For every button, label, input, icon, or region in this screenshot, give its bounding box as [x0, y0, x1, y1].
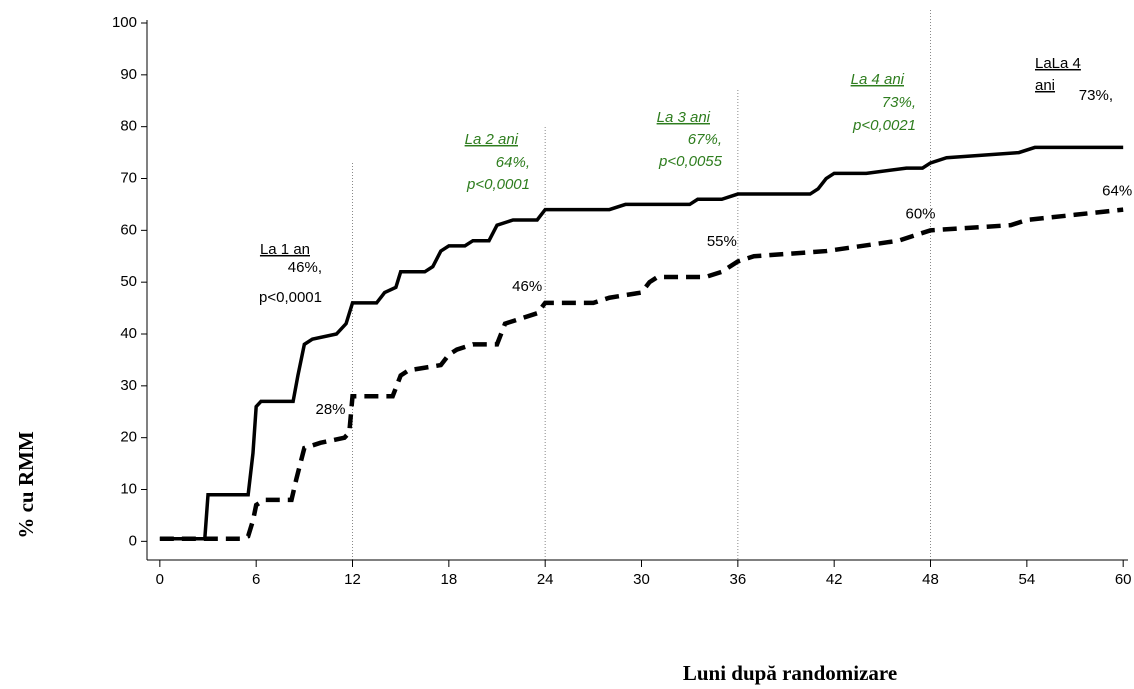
y-tick-label: 30	[120, 377, 137, 394]
annotation: 67%,	[688, 131, 722, 148]
annotation: p<0,0001	[466, 176, 530, 193]
annotation: 64%,	[496, 154, 530, 171]
x-tick-label: 48	[922, 571, 939, 588]
x-tick-label: 30	[633, 571, 650, 588]
x-tick-label: 60	[1115, 571, 1132, 588]
point-label: 64%	[1102, 183, 1132, 200]
annotation: LaLa 4	[1035, 55, 1081, 72]
annotation: ani	[1035, 77, 1055, 94]
survival-line	[159, 145, 1124, 541]
y-tick-label: 100	[112, 14, 137, 31]
x-tick-label: 6	[252, 571, 260, 588]
survival-line	[159, 207, 1124, 541]
annotation: 46%,	[288, 259, 322, 276]
x-tick-label: 24	[537, 571, 554, 588]
x-axis-title: Luni după randomizare	[683, 661, 897, 685]
annotation: p<0,0021	[852, 117, 916, 134]
y-tick-label: 10	[120, 480, 137, 497]
annotation: p<0,0055	[658, 153, 723, 170]
y-tick-label: 80	[120, 118, 137, 135]
annotation: La 2 ani	[465, 131, 519, 148]
x-tick-label: 0	[156, 571, 164, 588]
point-label: 55%	[707, 233, 737, 250]
y-tick-label: 40	[120, 325, 137, 342]
x-tick-label: 42	[826, 571, 843, 588]
x-tick-label: 18	[441, 571, 458, 588]
point-label: 60%	[905, 205, 935, 222]
point-label: 46%	[512, 278, 542, 295]
annotation: p<0,0001	[259, 289, 322, 306]
point-label: 28%	[315, 401, 345, 418]
annotation: 73%,	[1079, 87, 1113, 104]
annotation: 73%,	[882, 94, 916, 111]
y-tick-label: 0	[129, 532, 137, 549]
y-tick-label: 90	[120, 66, 137, 83]
annotation: La 1 an	[260, 241, 310, 258]
y-tick-label: 50	[120, 273, 137, 290]
y-tick-label: 20	[120, 429, 137, 446]
y-tick-label: 60	[120, 221, 137, 238]
x-tick-label: 36	[730, 571, 747, 588]
annotation: La 3 ani	[657, 109, 711, 126]
annotation: La 4 ani	[851, 71, 905, 88]
x-tick-label: 54	[1019, 571, 1036, 588]
y-axis-title: % cu RMM	[14, 431, 38, 538]
y-tick-label: 70	[120, 169, 137, 186]
x-tick-label: 12	[344, 571, 361, 588]
